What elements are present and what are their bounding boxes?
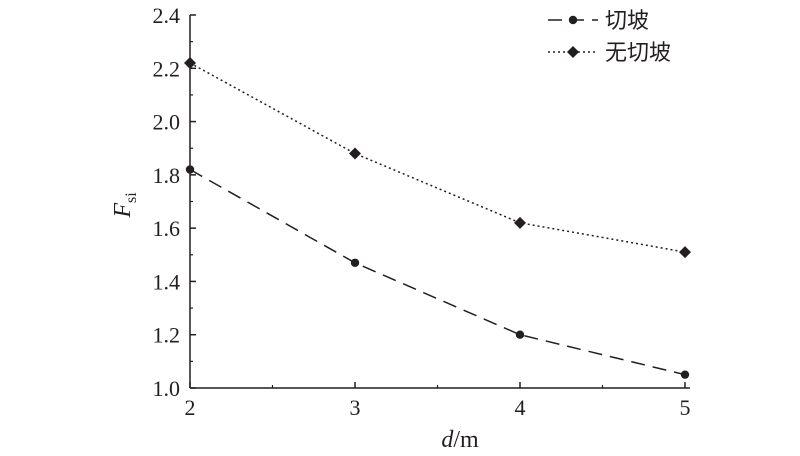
legend-label-1: 无切坡 [605, 41, 671, 66]
legend-marker-0 [568, 15, 578, 25]
data-point [680, 370, 690, 379]
legend: 切坡 无切坡 [548, 9, 671, 66]
y-axis-title-sub: si [123, 192, 140, 203]
x-tick-label: 4 [515, 395, 526, 420]
x-tick-label: 5 [680, 395, 691, 420]
y-tick-label: 1.2 [153, 323, 181, 348]
y-tick-label: 2.0 [153, 110, 181, 135]
x-axis-title-rest: /m [453, 427, 479, 453]
y-axis-title: Fsi [110, 192, 140, 219]
legend-label-0: 切坡 [605, 9, 649, 34]
series-0 [185, 165, 690, 379]
data-point [349, 147, 361, 160]
x-tick-label: 3 [350, 395, 361, 420]
x-axis-title: d/m [441, 427, 479, 453]
series-line-0 [189, 168, 686, 376]
y-ticks: 1.0 1.2 1.4 1.6 1.8 2.0 2.2 2.4 [153, 3, 196, 401]
y-tick-label: 1.4 [153, 269, 181, 294]
legend-item-1: 无切坡 [548, 41, 671, 66]
data-point [679, 246, 691, 259]
data-point [350, 258, 360, 267]
y-tick-label: 2.4 [153, 3, 181, 28]
data-point [184, 56, 196, 69]
legend-marker-1 [567, 46, 579, 58]
axes [189, 15, 690, 389]
x-axis-title-italic: d [441, 427, 454, 453]
data-point [185, 165, 195, 174]
legend-marker-shape [567, 46, 579, 58]
data-point [515, 330, 525, 339]
y-tick-label: 2.2 [153, 56, 181, 81]
legend-item-0: 切坡 [548, 9, 649, 34]
y-tick-label: 1.8 [153, 163, 181, 188]
data-point [514, 216, 526, 229]
series-1 [184, 56, 691, 259]
x-ticks: 2 3 4 5 [185, 382, 691, 420]
series-line-1 [189, 62, 686, 253]
y-axis-title-main: F [110, 203, 136, 219]
series-layer [184, 56, 691, 379]
legend-marker-shape [568, 15, 578, 25]
x-tick-label: 2 [185, 395, 196, 420]
y-tick-label: 1.0 [153, 376, 181, 401]
y-tick-label: 1.6 [153, 216, 181, 241]
